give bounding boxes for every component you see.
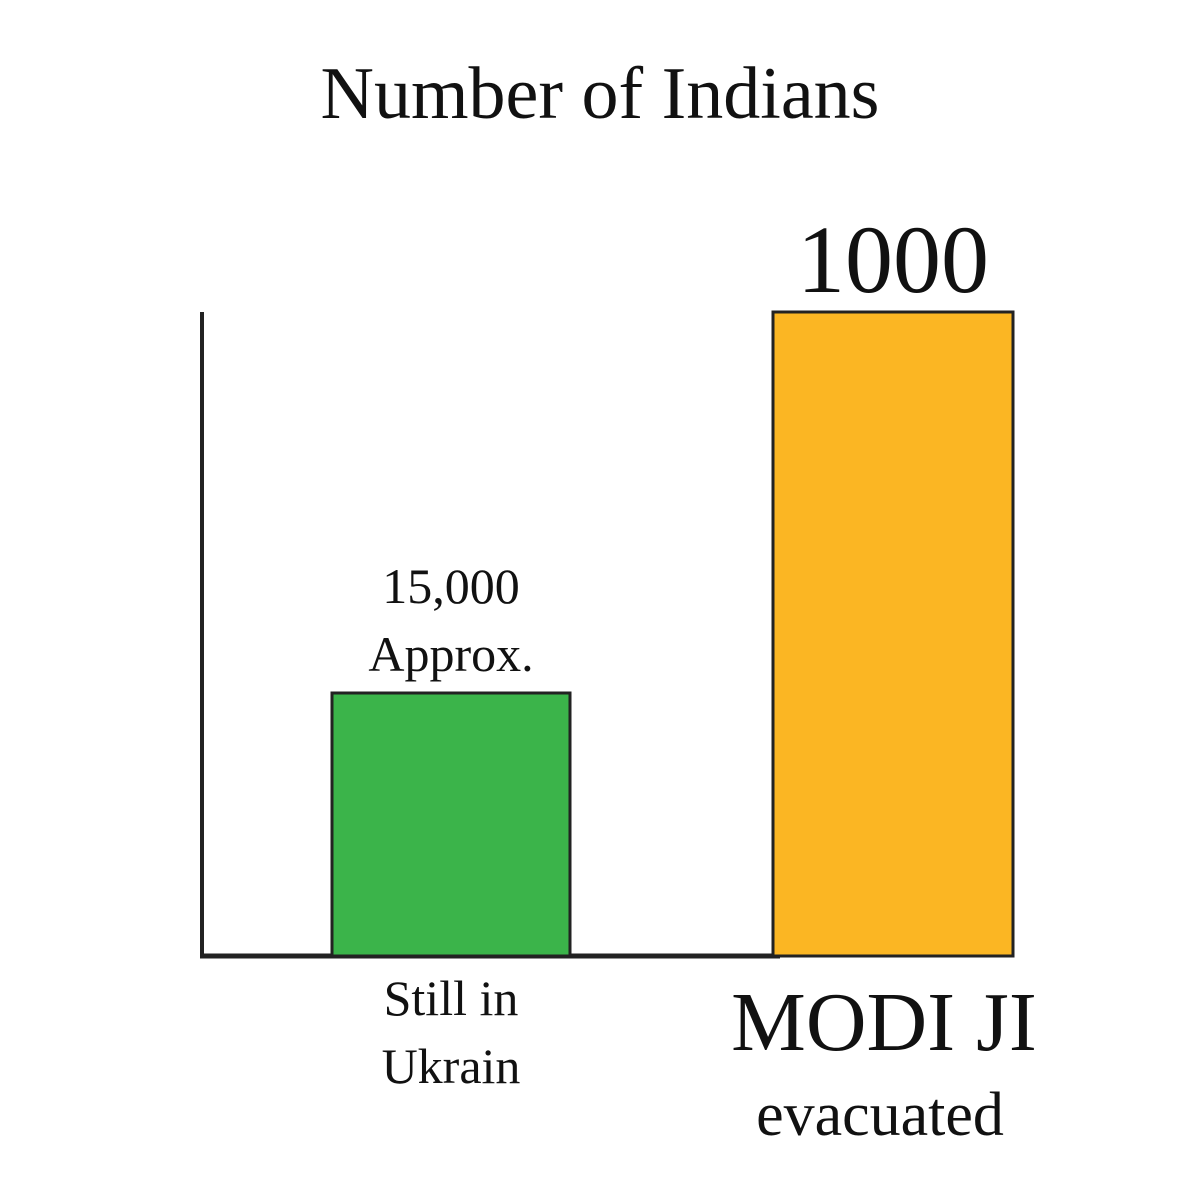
title: Number of Indians	[321, 53, 880, 135]
value-label: 1000	[797, 206, 989, 313]
category-label: evacuated	[756, 1081, 1004, 1149]
orange-bar	[771, 310, 1015, 958]
category-label: MODI JI	[731, 976, 1037, 1069]
green-bar	[330, 691, 572, 958]
value-label: 15,000	[382, 558, 520, 614]
category-label: Still in	[384, 970, 519, 1026]
category-label: Ukrain	[382, 1038, 521, 1094]
value-note: Approx.	[368, 626, 533, 682]
